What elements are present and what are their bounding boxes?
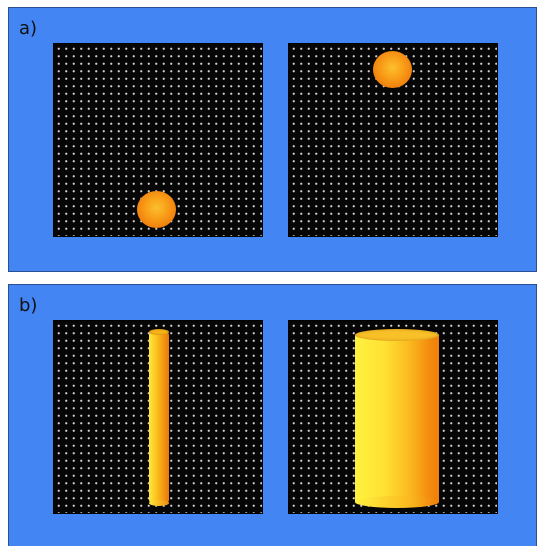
panel-a-right-grid (288, 43, 498, 237)
panel-b: b) (8, 284, 537, 546)
sphere-icon (137, 191, 176, 228)
panel-b-right-grid (288, 320, 498, 514)
wide-cylinder-icon (355, 329, 439, 508)
sphere-icon (373, 51, 412, 88)
thin-cylinder-icon (149, 329, 169, 506)
panel-b-label: b) (19, 295, 38, 316)
panel-a: a) (8, 7, 537, 272)
panel-a-left-grid (53, 43, 263, 237)
panel-b-left-grid (53, 320, 263, 514)
panel-a-label: a) (19, 18, 38, 39)
